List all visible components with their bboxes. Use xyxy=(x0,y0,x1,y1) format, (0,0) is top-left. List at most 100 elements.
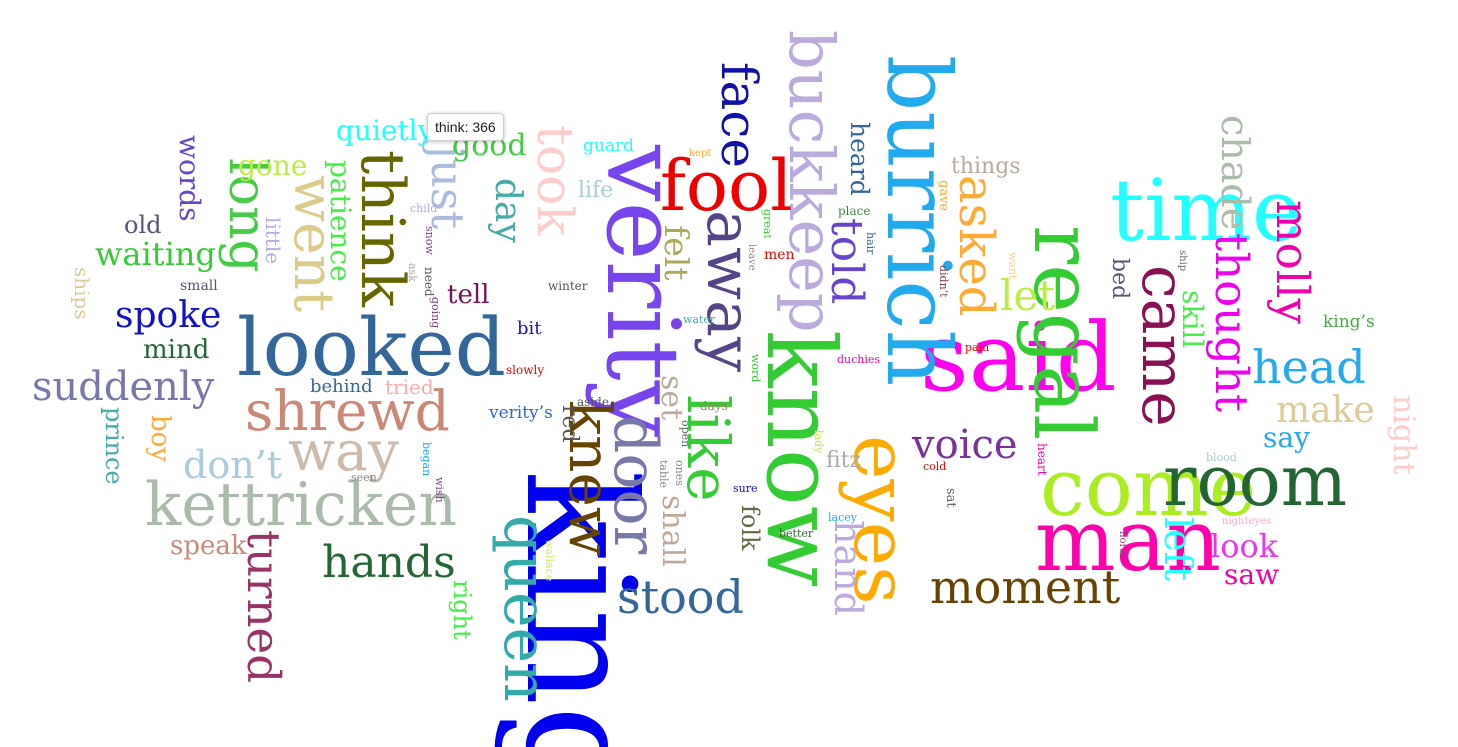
word-hand[interactable]: hand xyxy=(826,520,870,616)
word-old[interactable]: old xyxy=(124,211,162,239)
word-man[interactable]: man xyxy=(1035,492,1221,591)
word-lacey[interactable]: lacey xyxy=(828,511,858,524)
word-hair[interactable]: hair xyxy=(864,232,877,255)
word-came[interactable]: came xyxy=(1128,265,1198,427)
word-verity[interactable]: verity xyxy=(584,144,701,438)
word-horse[interactable]: horse xyxy=(1117,531,1128,559)
word-kettricken[interactable]: kettricken xyxy=(145,470,457,540)
word-life[interactable]: life xyxy=(578,178,613,203)
word-face[interactable]: face xyxy=(710,62,768,168)
word-chade[interactable]: chade xyxy=(1213,115,1257,230)
word-speak[interactable]: speak xyxy=(170,531,247,561)
word-prince[interactable]: prince xyxy=(100,407,128,485)
word-don-t[interactable]: don’t xyxy=(183,443,282,487)
word-cold[interactable]: cold xyxy=(923,460,946,473)
word-open[interactable]: open xyxy=(679,420,692,447)
word-tell[interactable]: tell xyxy=(447,280,489,310)
word-way[interactable]: way xyxy=(288,419,399,483)
word-burrich[interactable]: burrich xyxy=(867,55,970,386)
word-duchies[interactable]: duchies xyxy=(837,353,880,366)
word-wish[interactable]: wish xyxy=(433,477,446,503)
word-quietly[interactable]: quietly xyxy=(336,114,434,147)
word-snow[interactable]: snow xyxy=(423,226,436,255)
word-say[interactable]: say xyxy=(1263,421,1310,454)
word-day[interactable]: day xyxy=(487,178,528,244)
word-sat[interactable]: sat xyxy=(943,488,958,508)
word-want[interactable]: want xyxy=(1006,252,1019,280)
word-aside[interactable]: aside xyxy=(577,395,609,409)
word-time[interactable]: time xyxy=(1110,162,1302,261)
word-tried[interactable]: tried xyxy=(385,375,434,399)
word-winter[interactable]: winter xyxy=(548,279,588,293)
word-patience[interactable]: patience xyxy=(324,160,357,282)
word-better[interactable]: better xyxy=(779,527,814,540)
word-regal[interactable]: regal xyxy=(1015,225,1110,440)
word-things[interactable]: things xyxy=(951,154,1021,179)
word-left[interactable]: left xyxy=(1156,517,1200,581)
word-shrewd[interactable]: shrewd xyxy=(245,379,450,443)
word-great[interactable]: great xyxy=(761,209,774,239)
word-behind[interactable]: behind xyxy=(310,376,373,397)
word-long[interactable]: long xyxy=(217,158,277,273)
word-come[interactable]: come xyxy=(1040,441,1256,534)
word-days[interactable]: days xyxy=(700,399,728,413)
word-spoke[interactable]: spoke xyxy=(115,295,221,336)
word-gave[interactable]: gave xyxy=(936,180,951,211)
word-table[interactable]: table xyxy=(657,460,670,488)
word-molly[interactable]: molly xyxy=(1266,200,1319,325)
word-guard[interactable]: guard xyxy=(583,136,634,156)
word-moment[interactable]: moment xyxy=(930,560,1121,614)
word-stood[interactable]: stood xyxy=(617,570,744,624)
word-king[interactable]: king xyxy=(492,470,666,747)
word-set[interactable]: set xyxy=(654,375,689,420)
word-place[interactable]: place xyxy=(838,204,871,218)
word-need[interactable]: need xyxy=(422,267,436,297)
word-right[interactable]: right xyxy=(448,580,476,640)
word-knew[interactable]: knew xyxy=(556,400,624,556)
word-looked[interactable]: looked xyxy=(237,301,506,394)
word-ship[interactable]: ship xyxy=(1177,250,1188,271)
word-skill[interactable]: skill xyxy=(1176,290,1209,348)
word-slowly[interactable]: slowly xyxy=(506,363,544,377)
word-didn-t[interactable]: didn’t xyxy=(937,265,950,298)
word-make[interactable]: make xyxy=(1276,390,1375,431)
word-going[interactable]: going xyxy=(429,297,442,328)
word-think[interactable]: think xyxy=(347,150,417,308)
word-nighteyes[interactable]: nighteyes xyxy=(1222,516,1271,527)
word-queen[interactable]: queen xyxy=(490,515,560,702)
word-ask[interactable]: ask xyxy=(406,263,419,282)
word-suddenly[interactable]: suddenly xyxy=(32,364,215,410)
word-wallace[interactable]: wallace xyxy=(543,539,556,581)
word-fool[interactable]: fool xyxy=(660,145,793,227)
word-like[interactable]: like xyxy=(674,395,742,502)
word-words[interactable]: words xyxy=(173,135,206,222)
word-eyes[interactable]: eyes xyxy=(837,435,925,605)
word-leave[interactable]: leave xyxy=(746,244,757,271)
word-began[interactable]: began xyxy=(420,442,433,476)
word-saw[interactable]: saw xyxy=(1224,558,1279,591)
word-heard[interactable]: heard xyxy=(845,122,874,196)
word-turned[interactable]: turned xyxy=(237,530,290,683)
word-heart[interactable]: heart xyxy=(1035,443,1049,476)
word-seen[interactable]: seen xyxy=(351,471,377,484)
word-red[interactable]: red xyxy=(557,405,582,443)
word-word[interactable]: word xyxy=(749,354,762,382)
word-men[interactable]: men xyxy=(764,247,795,263)
word-lady[interactable]: lady xyxy=(812,430,825,454)
word-boy[interactable]: boy xyxy=(145,415,175,462)
word-know[interactable]: know xyxy=(745,330,855,587)
word-small[interactable]: small xyxy=(180,278,218,294)
word-water[interactable]: water xyxy=(683,313,716,326)
word-ones[interactable]: ones xyxy=(673,460,686,486)
word-asked[interactable]: asked xyxy=(948,175,1004,316)
word-ships[interactable]: ships xyxy=(70,267,94,320)
word-away[interactable]: away xyxy=(693,210,766,372)
word-kept[interactable]: kept xyxy=(689,148,711,159)
word-went[interactable]: went xyxy=(282,175,346,312)
word-look[interactable]: look xyxy=(1210,527,1279,565)
word-sure[interactable]: sure xyxy=(733,482,758,495)
word-door[interactable]: door xyxy=(600,415,670,555)
word-felt[interactable]: felt xyxy=(657,225,696,281)
word-gone[interactable]: gone xyxy=(238,149,307,182)
word-room[interactable]: room xyxy=(1163,440,1347,522)
